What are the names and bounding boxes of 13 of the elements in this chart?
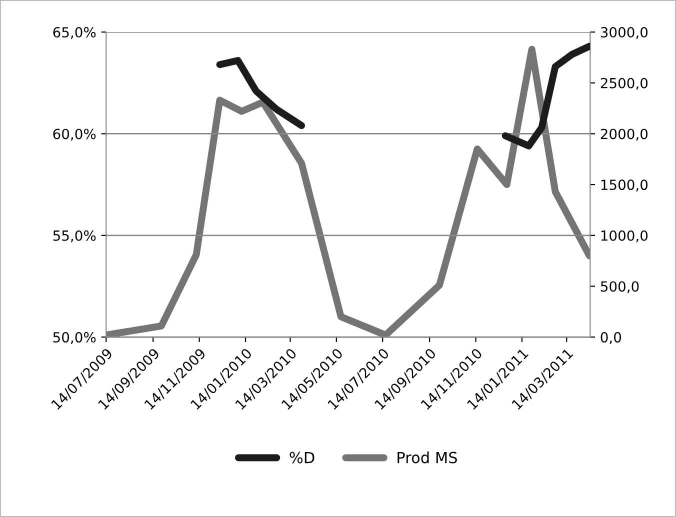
y2-tick-label: 1000,0 <box>601 230 648 242</box>
y2-tick-label: 1500,0 <box>601 180 648 192</box>
y-tick-label: 55,0% <box>53 230 96 242</box>
y2-tick-label: 2500,0 <box>600 78 648 90</box>
y2-tick-label: 3000,0 <box>600 27 648 39</box>
y2-tick-label: 500,0 <box>600 281 639 294</box>
legend-label: %D <box>290 452 314 464</box>
y-tick-label: 60,0% <box>53 128 96 141</box>
y-tick-label: 65,0% <box>53 27 96 39</box>
y2-tick-label: 2000,0 <box>600 128 648 141</box>
y2-tick-label: 0,0 <box>600 332 622 344</box>
y-tick-label: 50,0% <box>53 332 96 344</box>
legend-label: Prod MS <box>398 451 457 464</box>
